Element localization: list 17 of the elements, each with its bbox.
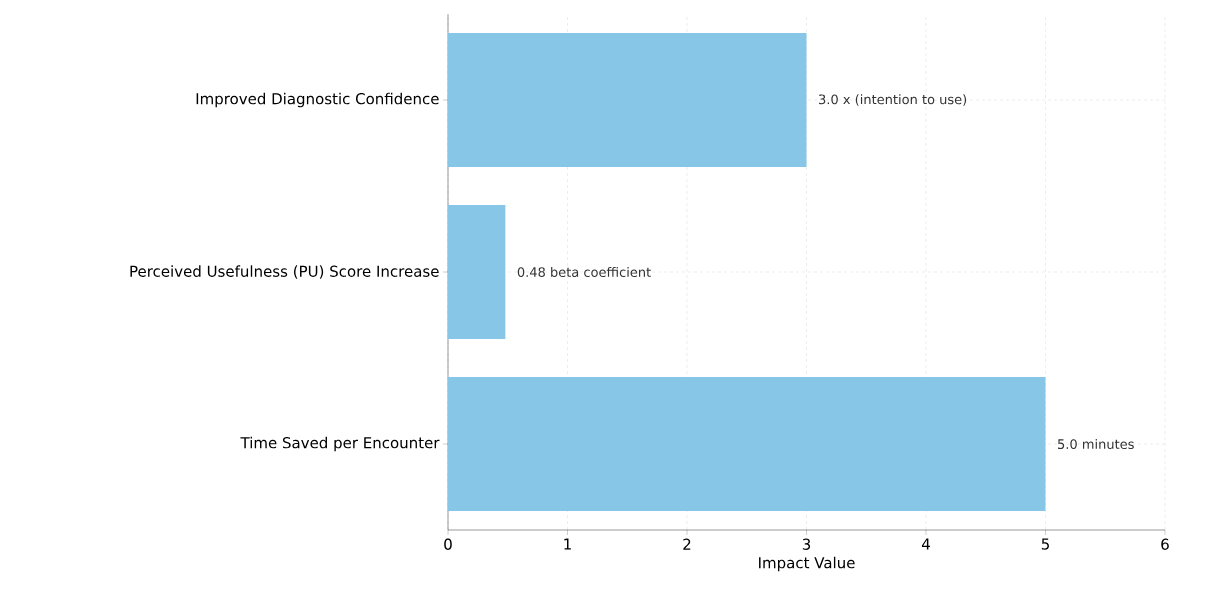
- data-label: 0.48 beta coefficient: [517, 266, 651, 278]
- x-tick-label: 4: [921, 538, 930, 550]
- bar: [448, 376, 1046, 512]
- bar: [448, 32, 807, 168]
- y-tick-label: Time Saved per Encounter: [240, 436, 440, 452]
- data-label: 5.0 minutes: [1058, 438, 1134, 450]
- y-tick-label: Perceived Usefulness (PU) Score Increase: [130, 265, 439, 279]
- y-tick-label: Improved Diagnostic Confidence: [196, 92, 439, 108]
- x-tick-label: 5: [1041, 538, 1049, 550]
- data-label: 3.0 x (intention to use): [819, 94, 967, 106]
- x-tick-label: 6: [1161, 538, 1169, 550]
- bar: [448, 204, 506, 340]
- x-axis-title: Impact Value: [759, 556, 855, 572]
- x-tick-label: 0: [444, 538, 452, 550]
- x-tick-label: 3: [802, 538, 811, 550]
- x-tick-label: 1: [564, 538, 571, 550]
- x-tick-label: 2: [683, 538, 691, 550]
